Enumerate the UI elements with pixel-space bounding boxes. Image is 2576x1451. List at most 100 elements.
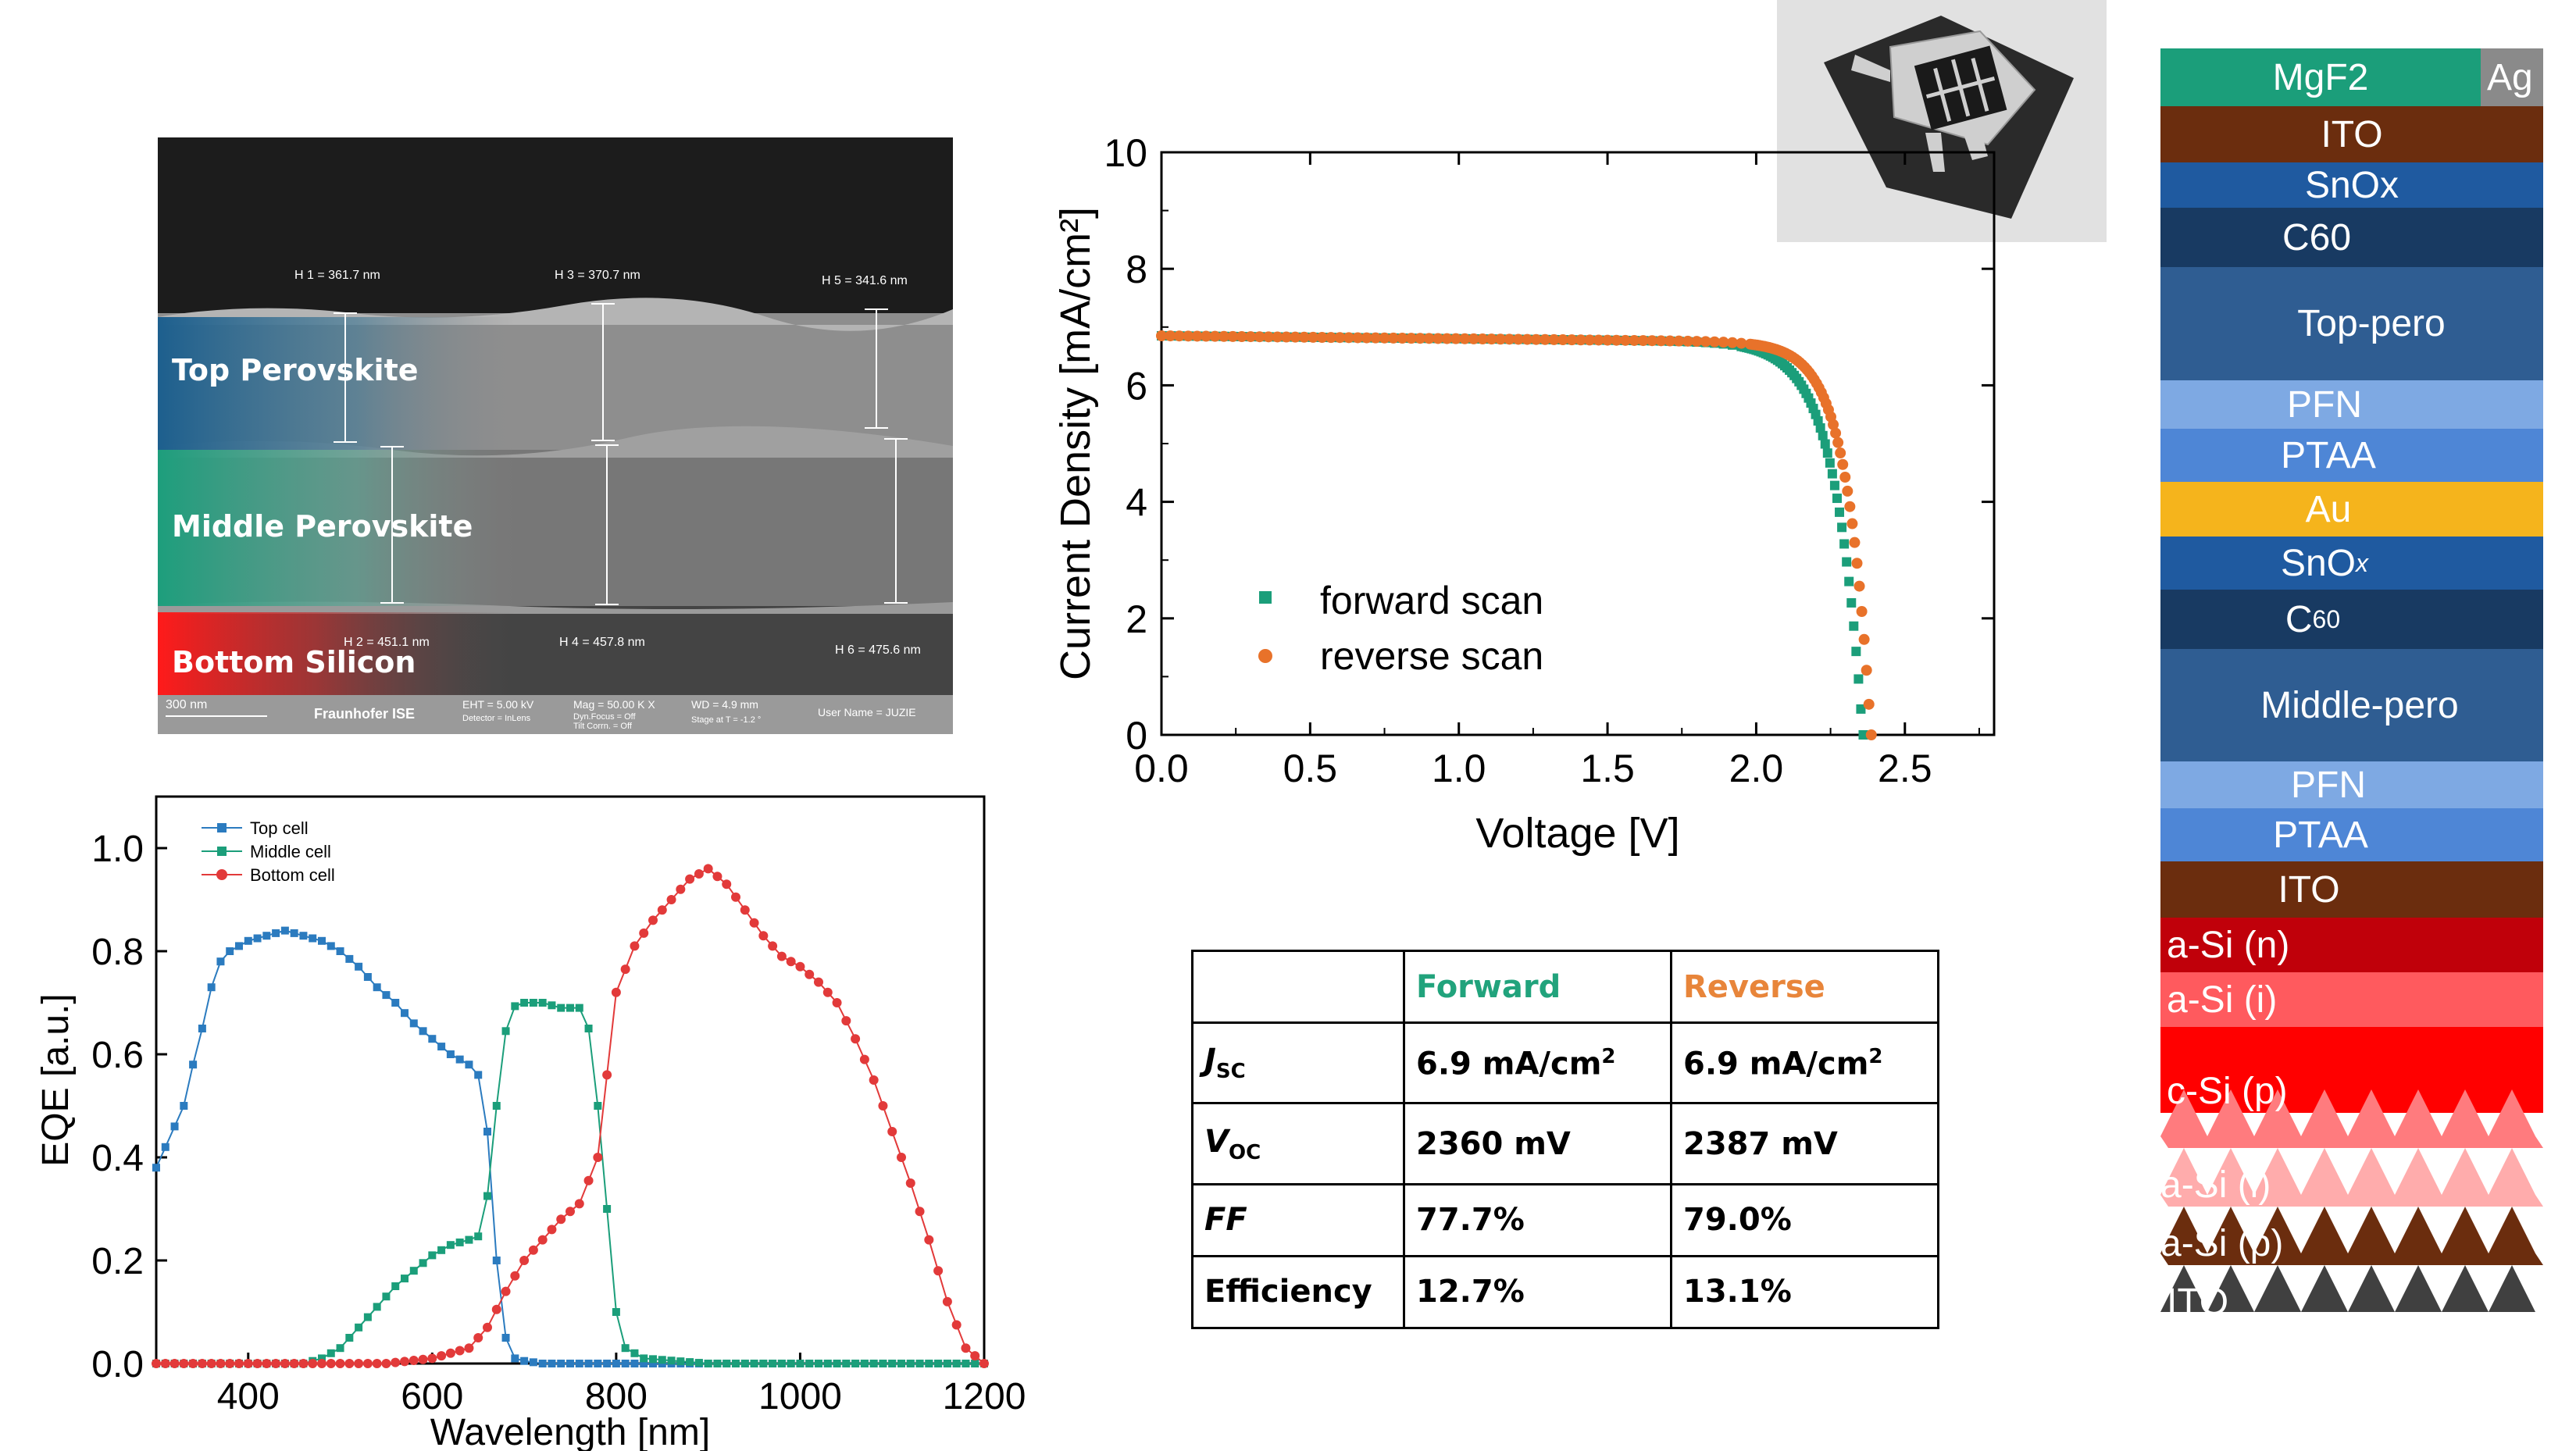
jv-reverse-point [1254,331,1265,343]
eqe-point [511,1354,519,1363]
eqe-point [887,1127,897,1136]
eqe-point [354,1359,364,1368]
jv-reverse-point [1512,333,1524,345]
eqe-point [198,1025,206,1032]
eqe-point [786,957,796,967]
eqe-point [262,1359,272,1368]
jv-reverse-point [1566,334,1578,346]
jv-reverse-point [1854,580,1865,592]
eqe-point [704,1360,712,1367]
stack-zigzag-band-0 [2160,1089,2543,1148]
jv-reverse-point [1611,334,1622,346]
eqe-point [547,1225,557,1235]
eqe-point [169,1359,180,1368]
jv-reverse-point [1522,333,1533,345]
stack-layer-ito-top: ITO [2160,106,2543,162]
eqe-point [620,964,630,975]
jv-reverse-point [1700,336,1711,348]
eqe-point [566,1004,574,1012]
eqe-legend-top-label: Top cell [250,818,309,838]
jv-reverse-point [1343,332,1354,344]
jv-x-axis-label: Voltage [V] [1475,810,1679,857]
eqe-point [289,1359,299,1368]
sem-info-eht: EHT = 5.00 kV [462,698,534,711]
jv-reverse-point [1557,334,1568,346]
eqe-point [759,1360,768,1367]
eqe-y-tick-label: 0.8 [91,932,144,973]
eqe-point [666,895,676,904]
eqe-point [401,1275,409,1283]
sem-info-mag: Mag = 50.00 K X [573,698,655,711]
eqe-point [152,1164,160,1172]
eqe-point [694,1359,703,1367]
eqe-point [152,1359,161,1368]
eqe-point [905,1178,915,1188]
jv-x-tick-label: 1.0 [1432,747,1486,790]
jv-reverse-point [1370,332,1382,344]
sem-measurement-h2: H 2 = 451.1 nm [344,636,430,649]
eqe-point [309,934,317,943]
eqe-point [409,1267,418,1275]
eqe-point [336,947,344,955]
stack-layer-au: Au [2160,482,2543,537]
jv-x-tick-label: 0.5 [1283,747,1338,790]
jv-reverse-point [1718,337,1729,348]
jsc-forward-value: 6.9 mA/cm [1416,1045,1602,1082]
eqe-point [722,1360,731,1367]
table-cell-voc-forward: 2360 mV [1403,1102,1672,1185]
eqe-point [271,1359,281,1368]
eqe-point [750,1360,758,1367]
device-photo [1777,0,2107,242]
jv-reverse-point [1245,331,1257,343]
jv-reverse-point [1619,334,1631,346]
eqe-point [686,1358,694,1367]
eqe-y-tick-label: 0.2 [91,1241,144,1282]
eqe-point [244,936,252,945]
stack-layer-a-si-n: a-Si (n) [2160,918,2543,972]
jv-legend-forward-label: forward scan [1320,579,1543,622]
eqe-legend-bottom-marker [216,869,227,880]
jv-reverse-point [1316,332,1328,344]
eqe-point [335,1359,345,1368]
jv-x-tick-label: 2.0 [1729,747,1784,790]
jv-reverse-point [1602,334,1614,346]
eqe-point [326,1349,335,1357]
eqe-point [170,1122,179,1131]
eqe-point [649,1360,657,1367]
eqe-point [372,1359,382,1368]
eqe-point [640,1354,648,1363]
jv-reverse-point [1156,330,1167,341]
jv-reverse-point [1352,332,1364,344]
eqe-point [216,1359,226,1368]
jv-reverse-point [1830,427,1842,439]
jv-reverse-point [1709,336,1721,348]
jv-y-tick-label: 10 [1104,131,1147,175]
jsc-forward-exponent: 2 [1601,1044,1616,1068]
eqe-point [603,1205,612,1213]
eqe-point [355,962,363,971]
table-header-empty [1191,949,1405,1025]
jv-forward-point [1818,430,1828,440]
table-header-row: Forward Reverse [1191,949,1939,1025]
table-row-label-voc: VOC [1191,1102,1405,1185]
eqe-point [594,1360,602,1367]
jv-reverse-point [1584,334,1596,346]
stack-layer-c-si-p: c-Si (p) [2167,1070,2288,1112]
jv-forward-point [1832,494,1842,504]
jv-reverse-point [1655,335,1667,347]
eqe-point [962,1360,970,1367]
eqe-point [685,874,695,884]
eqe-x-tick-label: 1200 [943,1376,1026,1417]
sem-measurement-h5: H 5 = 341.6 nm [822,274,908,287]
eqe-point [859,1054,869,1064]
stack-layer-pfn-top: PFN [2160,380,2543,429]
eqe-point [501,1334,510,1342]
jv-forward-point [1827,469,1837,479]
eqe-point [805,1360,814,1367]
eqe-point [511,1002,519,1011]
jv-reverse-point [1863,698,1875,710]
eqe-point [574,1199,584,1209]
jsc-symbol: J [1204,1043,1216,1079]
eqe-point [409,1019,418,1028]
eqe-point [299,932,308,940]
